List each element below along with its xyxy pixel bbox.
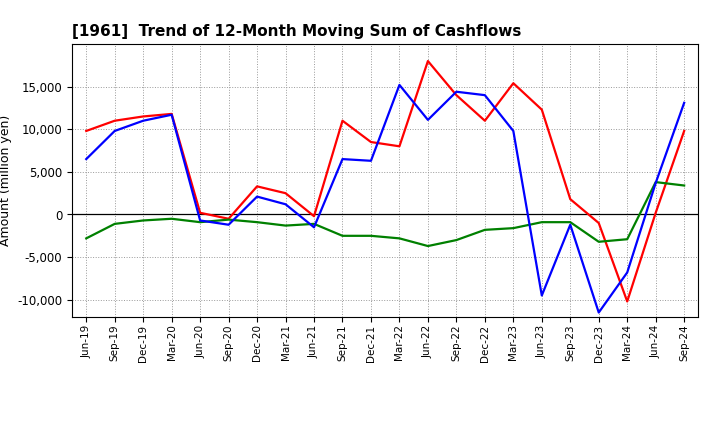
Free Cashflow xyxy=(423,117,432,122)
Free Cashflow xyxy=(338,157,347,162)
Operating Cashflow xyxy=(253,184,261,189)
Investing Cashflow xyxy=(452,238,461,243)
Operating Cashflow xyxy=(395,143,404,149)
Investing Cashflow xyxy=(338,233,347,238)
Investing Cashflow xyxy=(537,220,546,225)
Investing Cashflow xyxy=(196,220,204,225)
Operating Cashflow xyxy=(338,118,347,123)
Operating Cashflow xyxy=(82,128,91,134)
Free Cashflow xyxy=(509,128,518,134)
Investing Cashflow xyxy=(225,217,233,222)
Operating Cashflow xyxy=(680,128,688,134)
Investing Cashflow xyxy=(253,220,261,225)
Free Cashflow xyxy=(680,100,688,106)
Operating Cashflow xyxy=(480,118,489,123)
Investing Cashflow xyxy=(680,183,688,188)
Operating Cashflow xyxy=(282,191,290,196)
Free Cashflow xyxy=(196,218,204,223)
Operating Cashflow xyxy=(595,220,603,226)
Free Cashflow xyxy=(566,222,575,227)
Operating Cashflow xyxy=(310,213,318,219)
Operating Cashflow xyxy=(652,210,660,216)
Free Cashflow xyxy=(537,293,546,298)
Operating Cashflow xyxy=(225,216,233,221)
Investing Cashflow xyxy=(480,227,489,232)
Investing Cashflow xyxy=(623,237,631,242)
Operating Cashflow xyxy=(167,111,176,117)
Investing Cashflow xyxy=(282,223,290,228)
Operating Cashflow xyxy=(139,114,148,119)
Free Cashflow xyxy=(623,270,631,275)
Investing Cashflow xyxy=(82,236,91,241)
Operating Cashflow xyxy=(509,81,518,86)
Free Cashflow xyxy=(225,222,233,227)
Investing Cashflow xyxy=(110,221,119,227)
Free Cashflow xyxy=(652,180,660,186)
Free Cashflow xyxy=(282,202,290,207)
Investing Cashflow xyxy=(167,216,176,221)
Investing Cashflow xyxy=(139,218,148,223)
Investing Cashflow xyxy=(652,180,660,185)
Operating Cashflow xyxy=(196,210,204,216)
Operating Cashflow xyxy=(623,299,631,304)
Free Cashflow xyxy=(595,310,603,315)
Free Cashflow xyxy=(82,157,91,162)
Free Cashflow xyxy=(253,194,261,199)
Free Cashflow xyxy=(480,92,489,98)
Operating Cashflow xyxy=(423,59,432,64)
Free Cashflow xyxy=(139,118,148,123)
Free Cashflow xyxy=(310,225,318,230)
Free Cashflow xyxy=(452,89,461,94)
Operating Cashflow xyxy=(566,197,575,202)
Operating Cashflow xyxy=(110,118,119,123)
Y-axis label: Amount (million yen): Amount (million yen) xyxy=(0,115,12,246)
Operating Cashflow xyxy=(537,107,546,112)
Investing Cashflow xyxy=(595,239,603,244)
Free Cashflow xyxy=(366,158,375,163)
Investing Cashflow xyxy=(509,225,518,231)
Investing Cashflow xyxy=(395,236,404,241)
Text: [1961]  Trend of 12-Month Moving Sum of Cashflows: [1961] Trend of 12-Month Moving Sum of C… xyxy=(72,24,521,39)
Operating Cashflow xyxy=(366,139,375,145)
Investing Cashflow xyxy=(423,243,432,249)
Line: Free Cashflow: Free Cashflow xyxy=(86,85,684,312)
Operating Cashflow xyxy=(452,92,461,98)
Line: Investing Cashflow: Investing Cashflow xyxy=(86,182,684,246)
Investing Cashflow xyxy=(366,233,375,238)
Free Cashflow xyxy=(167,112,176,117)
Line: Operating Cashflow: Operating Cashflow xyxy=(86,61,684,301)
Free Cashflow xyxy=(395,82,404,88)
Investing Cashflow xyxy=(566,220,575,225)
Investing Cashflow xyxy=(310,221,318,227)
Free Cashflow xyxy=(110,128,119,134)
